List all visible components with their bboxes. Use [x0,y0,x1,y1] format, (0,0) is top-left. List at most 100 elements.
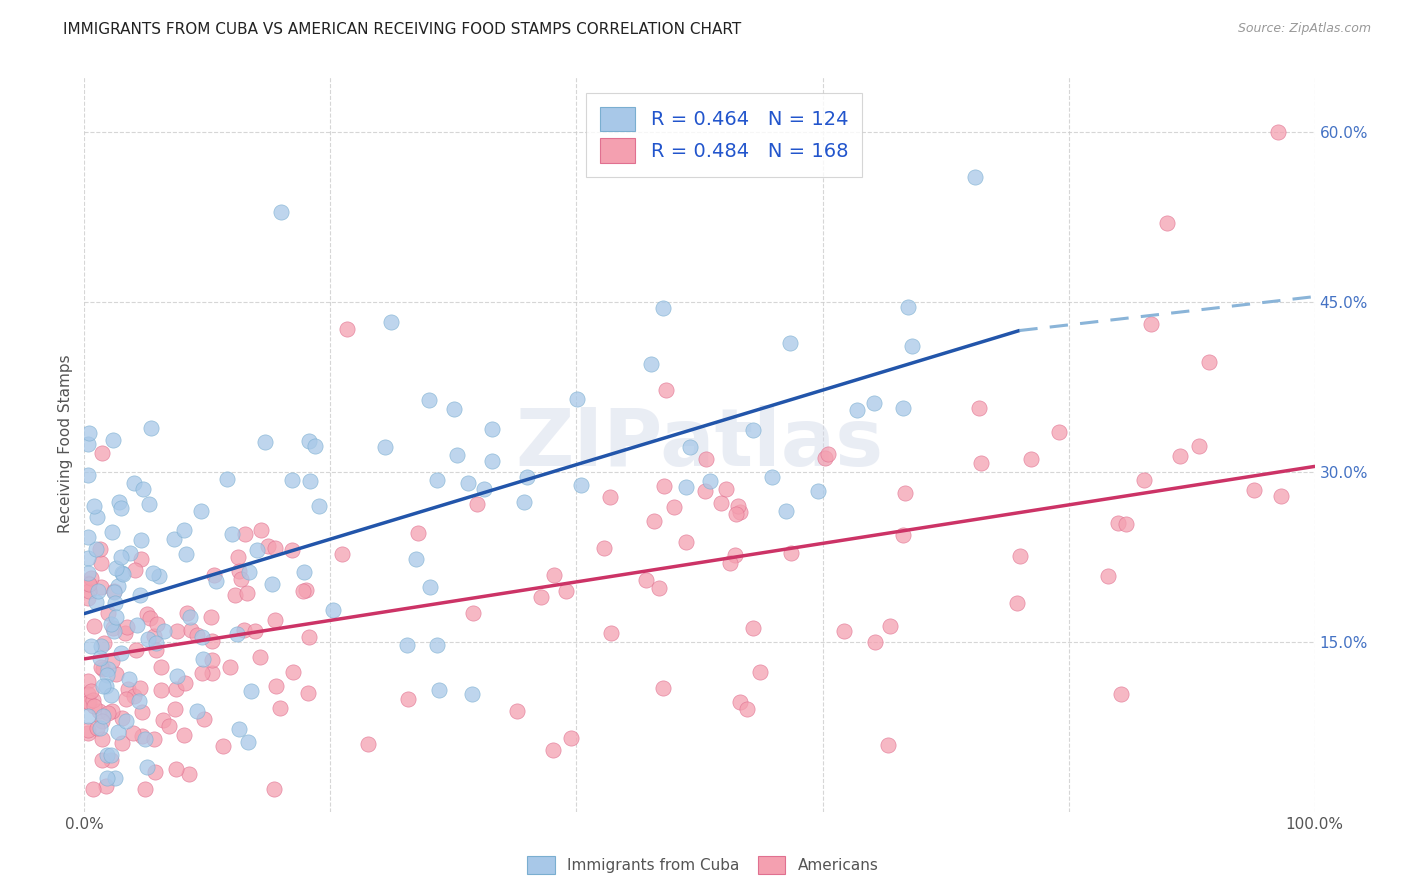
Point [104,771,127,785]
Point [152,713,174,727]
Point [1097,568,1119,582]
Point [100,617,122,632]
Point [970,456,993,470]
Point [297,686,319,700]
Point [89,541,111,556]
Point [83,619,105,633]
Point [679,440,702,454]
Point [190,504,212,518]
Point [77,726,100,740]
Point [111,735,134,749]
Point [131,729,153,743]
Point [191,652,214,666]
Point [96,771,118,785]
Point [699,475,721,489]
Point [506,704,529,718]
Point [322,603,344,617]
Text: ZIPatlas: ZIPatlas [516,405,883,483]
Point [96,779,118,793]
Point [675,535,697,549]
Point [110,501,132,516]
Point [775,504,797,518]
Point [82,782,104,797]
Point [115,714,138,728]
Point [245,624,267,638]
Point [270,204,292,219]
Point [405,552,427,566]
Point [97,662,120,676]
Point [135,760,157,774]
Point [599,490,621,504]
Point [83,499,105,513]
Point [139,611,162,625]
Point [963,169,986,184]
Point [124,563,146,577]
Point [741,621,763,635]
Point [516,470,538,484]
Point [675,480,697,494]
Point [173,728,195,742]
Point [91,709,114,723]
Point [77,530,100,544]
Point [100,688,122,702]
Point [131,551,153,566]
Point [80,640,103,654]
Point [129,587,152,601]
Point [235,586,257,600]
Point [748,665,770,679]
Point [145,643,167,657]
Point [228,564,250,578]
Point [136,607,159,622]
Point [100,753,122,767]
Point [165,702,187,716]
Point [148,569,170,583]
Point [77,695,100,709]
Point [710,496,733,510]
Point [143,732,166,747]
Point [129,533,152,548]
Point [418,392,440,407]
Point [186,628,208,642]
Point [138,497,160,511]
Point [86,721,108,735]
Point [90,714,112,728]
Point [173,523,195,537]
Point [122,475,145,490]
Point [226,549,249,564]
Point [143,629,166,643]
Point [426,639,449,653]
Point [103,585,125,599]
Point [97,606,120,620]
Point [543,567,565,582]
Point [817,447,839,461]
Point [1267,125,1289,139]
Point [730,505,752,519]
Point [90,659,112,673]
Point [193,712,215,726]
Legend: R = 0.464   N = 124, R = 0.484   N = 168: R = 0.464 N = 124, R = 0.484 N = 168 [586,93,862,177]
Point [1008,549,1031,564]
Point [894,486,917,500]
Point [640,357,662,371]
Point [863,396,886,410]
Point [262,577,284,591]
Point [716,482,738,496]
Point [103,624,125,638]
Point [735,702,758,716]
Point [238,566,260,580]
Point [91,732,114,747]
Point [90,446,112,460]
Point [695,452,717,467]
Point [77,551,100,566]
Point [91,662,114,676]
Point [226,627,249,641]
Point [128,694,150,708]
Point [201,653,224,667]
Point [648,581,671,595]
Point [901,339,924,353]
Point [879,619,901,633]
Point [264,541,287,556]
Point [77,723,100,737]
Point [90,580,112,594]
Point [513,494,536,508]
